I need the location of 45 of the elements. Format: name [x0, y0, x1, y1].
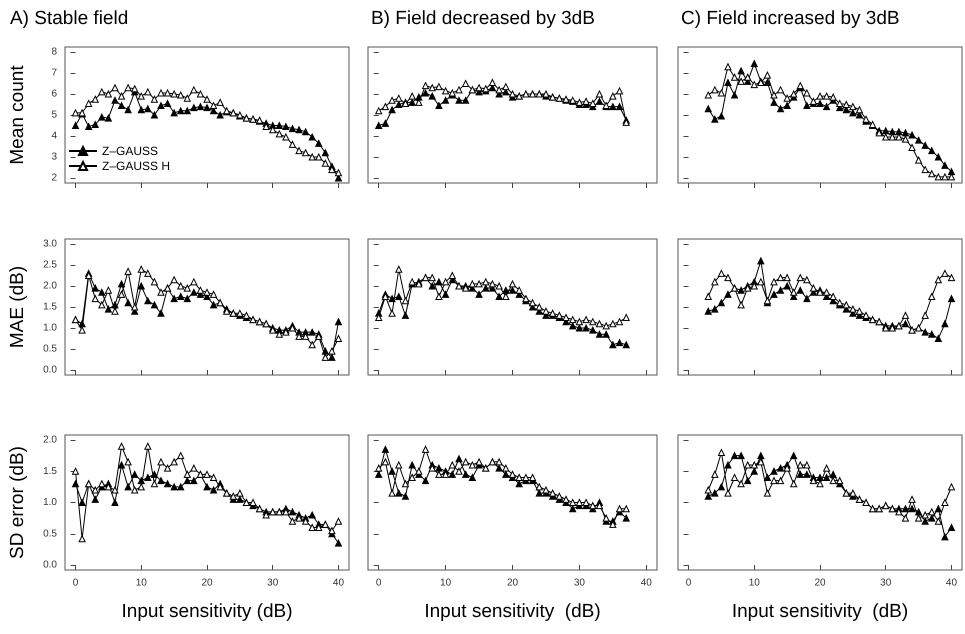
x-tick-label: 0 [686, 578, 692, 588]
x-tick-label: 40 [640, 578, 652, 588]
x-tick-label: 30 [267, 578, 279, 588]
y-tick-label: 8 [51, 46, 58, 58]
y-tick-label: 3 [51, 151, 58, 162]
y-tick-label: 2.0 [43, 280, 58, 292]
y-tick-label: 6 [51, 88, 58, 100]
y-tick-label: 1.5 [43, 466, 58, 477]
y-tick-label: 0.5 [43, 343, 58, 354]
x-tick-label: 20 [506, 578, 518, 588]
y-tick-label: 0.0 [43, 364, 58, 376]
chart-title: B) Field decreased by 3dB [371, 8, 595, 29]
legend-label: Z–GAUSS H [102, 159, 170, 173]
x-axis-title: Input sensitivity (dB) [121, 601, 293, 622]
y-tick-label: 1.5 [43, 302, 58, 312]
x-axis-title: Input sensitivity (dB) [424, 601, 601, 622]
x-tick-label: 0 [72, 578, 79, 588]
y-tick-label: 2.5 [43, 260, 58, 271]
x-tick-label: 10 [748, 578, 760, 588]
y-axis-title: MAE (dB) [7, 266, 28, 348]
y-tick-label: 7 [51, 68, 58, 79]
legend-label: Z–GAUSS [102, 144, 158, 158]
y-tick-label: 0.5 [43, 528, 58, 540]
y-tick-label: 3.0 [43, 238, 58, 250]
y-tick-label: 0.0 [43, 560, 58, 570]
y-tick-label: 2.0 [43, 434, 58, 446]
chart-title: A) Stable field [10, 8, 128, 29]
x-tick-label: 40 [332, 578, 344, 588]
x-tick-label: 20 [201, 578, 213, 588]
x-tick-label: 30 [880, 578, 892, 588]
chart-title: C) Field increased by 3dB [681, 8, 900, 29]
x-tick-label: 10 [136, 578, 148, 588]
y-tick-label: 5 [51, 110, 58, 120]
y-tick-label: 1.0 [43, 322, 58, 334]
y-tick-label: 4 [51, 130, 58, 142]
y-tick-label: 1.0 [43, 497, 58, 508]
x-tick-label: 30 [574, 578, 586, 588]
x-tick-label: 0 [376, 578, 382, 588]
y-tick-label: 2 [51, 172, 58, 184]
x-tick-label: 40 [946, 578, 958, 588]
x-tick-label: 20 [814, 578, 826, 588]
y-axis-title: SD error (dB) [7, 446, 28, 559]
x-tick-label: 10 [440, 578, 452, 588]
y-axis-title: Mean count [7, 64, 28, 165]
x-axis-title: Input sensitivity (dB) [732, 601, 908, 622]
